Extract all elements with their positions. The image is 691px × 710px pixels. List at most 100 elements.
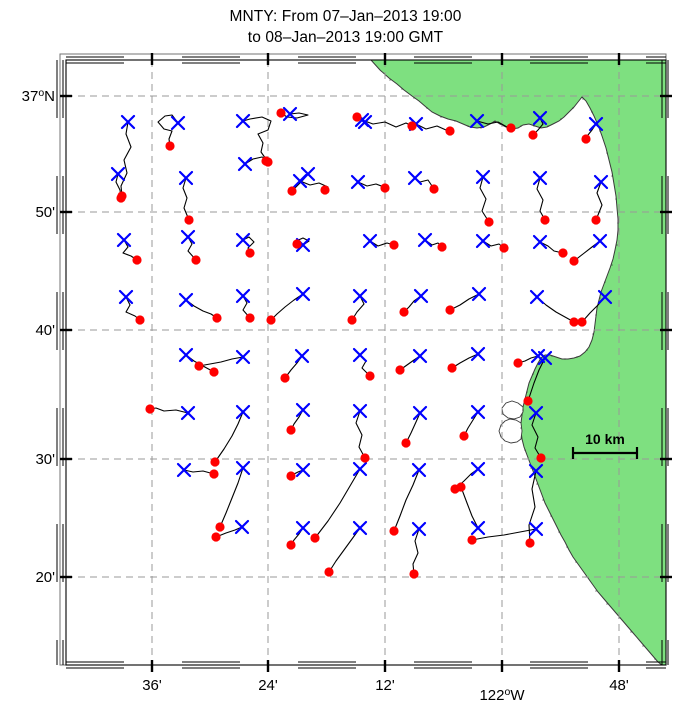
start-marker-x xyxy=(352,288,368,304)
start-marker-x xyxy=(300,166,316,182)
drifter-track xyxy=(471,528,537,541)
end-marker-dot xyxy=(429,184,439,194)
drifter-track xyxy=(215,526,243,538)
drifter-track xyxy=(536,177,546,221)
end-marker-dot xyxy=(352,112,362,122)
end-marker-dot xyxy=(347,315,357,325)
end-marker-dot xyxy=(525,538,535,548)
start-marker-x xyxy=(528,405,544,421)
start-marker-x xyxy=(362,233,378,249)
end-marker-dot xyxy=(245,313,255,323)
end-marker-dot xyxy=(292,239,302,249)
drifter-track xyxy=(122,239,138,261)
end-marker-dot xyxy=(310,533,320,543)
start-marker-x xyxy=(180,229,196,245)
start-marker-x xyxy=(170,115,186,131)
end-marker-dot xyxy=(287,186,297,196)
end-marker-dot xyxy=(569,256,579,266)
drifter-track xyxy=(405,412,421,444)
end-marker-dot xyxy=(324,567,334,577)
start-marker-x xyxy=(469,113,485,129)
x-axis-label: 24' xyxy=(258,677,278,694)
start-marker-x xyxy=(235,288,251,304)
end-marker-dot xyxy=(210,457,220,467)
bay-notch-2 xyxy=(501,400,524,420)
start-marker-x xyxy=(237,156,253,172)
end-marker-dot xyxy=(389,526,399,536)
end-marker-dot xyxy=(360,453,370,463)
end-marker-dot xyxy=(447,363,457,373)
end-marker-dot xyxy=(558,248,568,258)
start-marker-x xyxy=(235,232,251,248)
start-marker-x xyxy=(235,113,251,129)
drifter-track xyxy=(214,411,244,463)
figure-title-line1: MNTY: From 07–Jan–2013 19:00 xyxy=(229,8,462,25)
end-marker-dot xyxy=(591,215,601,225)
end-marker-dot xyxy=(540,215,550,225)
end-marker-dot xyxy=(215,522,225,532)
start-marker-x xyxy=(282,106,298,122)
drifter-track xyxy=(328,527,361,573)
end-marker-dot xyxy=(456,482,466,492)
start-marker-x xyxy=(471,286,487,302)
drifter-track xyxy=(219,467,244,528)
end-marker-dot xyxy=(194,361,204,371)
end-marker-dot xyxy=(286,471,296,481)
end-marker-dot xyxy=(135,315,145,325)
x-axis-label: 48' xyxy=(609,677,629,694)
end-marker-dot xyxy=(132,255,142,265)
start-marker-x xyxy=(178,292,194,308)
x-axis-label: 122oW xyxy=(479,686,525,704)
figure-title-line2: to 08–Jan–2013 19:00 GMT xyxy=(247,29,444,46)
start-marker-x xyxy=(350,174,366,190)
end-marker-dot xyxy=(286,425,296,435)
start-marker-x xyxy=(295,462,311,478)
start-marker-x xyxy=(470,461,486,477)
start-marker-x xyxy=(176,462,192,478)
end-marker-dot xyxy=(280,373,290,383)
end-marker-dot xyxy=(513,358,523,368)
start-marker-x xyxy=(470,520,486,536)
coastline-stipple xyxy=(389,79,656,660)
end-marker-dot xyxy=(365,371,375,381)
end-marker-dot xyxy=(116,193,126,203)
start-marker-x xyxy=(178,170,194,186)
start-marker-x xyxy=(116,232,132,248)
end-marker-dot xyxy=(569,317,579,327)
drifter-track xyxy=(451,353,479,369)
start-marker-x xyxy=(352,347,368,363)
drifter-track xyxy=(527,357,546,402)
drifter-track xyxy=(449,293,480,311)
drifter-track xyxy=(280,112,309,119)
start-marker-x xyxy=(120,114,136,130)
end-marker-dot xyxy=(211,532,221,542)
end-marker-dot xyxy=(261,156,271,166)
y-axis-label: 50' xyxy=(35,204,55,221)
end-marker-dot xyxy=(499,243,509,253)
end-marker-dot xyxy=(209,469,219,479)
start-marker-x xyxy=(235,349,251,365)
end-marker-dot xyxy=(212,313,222,323)
start-marker-x xyxy=(413,288,429,304)
end-marker-dot xyxy=(577,317,587,327)
end-markers-layer xyxy=(116,108,601,579)
drifter-track xyxy=(157,114,179,147)
start-marker-x xyxy=(588,116,604,132)
end-marker-dot xyxy=(266,315,276,325)
end-marker-dot xyxy=(380,183,390,193)
drifter-track xyxy=(120,121,132,197)
start-marker-x xyxy=(180,405,196,421)
end-marker-dot xyxy=(395,365,405,375)
y-axis-label: 40' xyxy=(35,322,55,339)
end-marker-dot xyxy=(286,540,296,550)
end-marker-dot xyxy=(145,404,155,414)
start-marker-x xyxy=(532,110,548,126)
drifter-track xyxy=(361,119,413,128)
end-marker-dot xyxy=(536,453,546,463)
end-marker-dot xyxy=(389,240,399,250)
start-marker-x xyxy=(411,521,427,537)
figure-title: MNTY: From 07–Jan–2013 19:00 to 08–Jan–2… xyxy=(0,6,691,48)
bay-notch xyxy=(498,418,523,444)
drifter-track xyxy=(182,177,190,221)
